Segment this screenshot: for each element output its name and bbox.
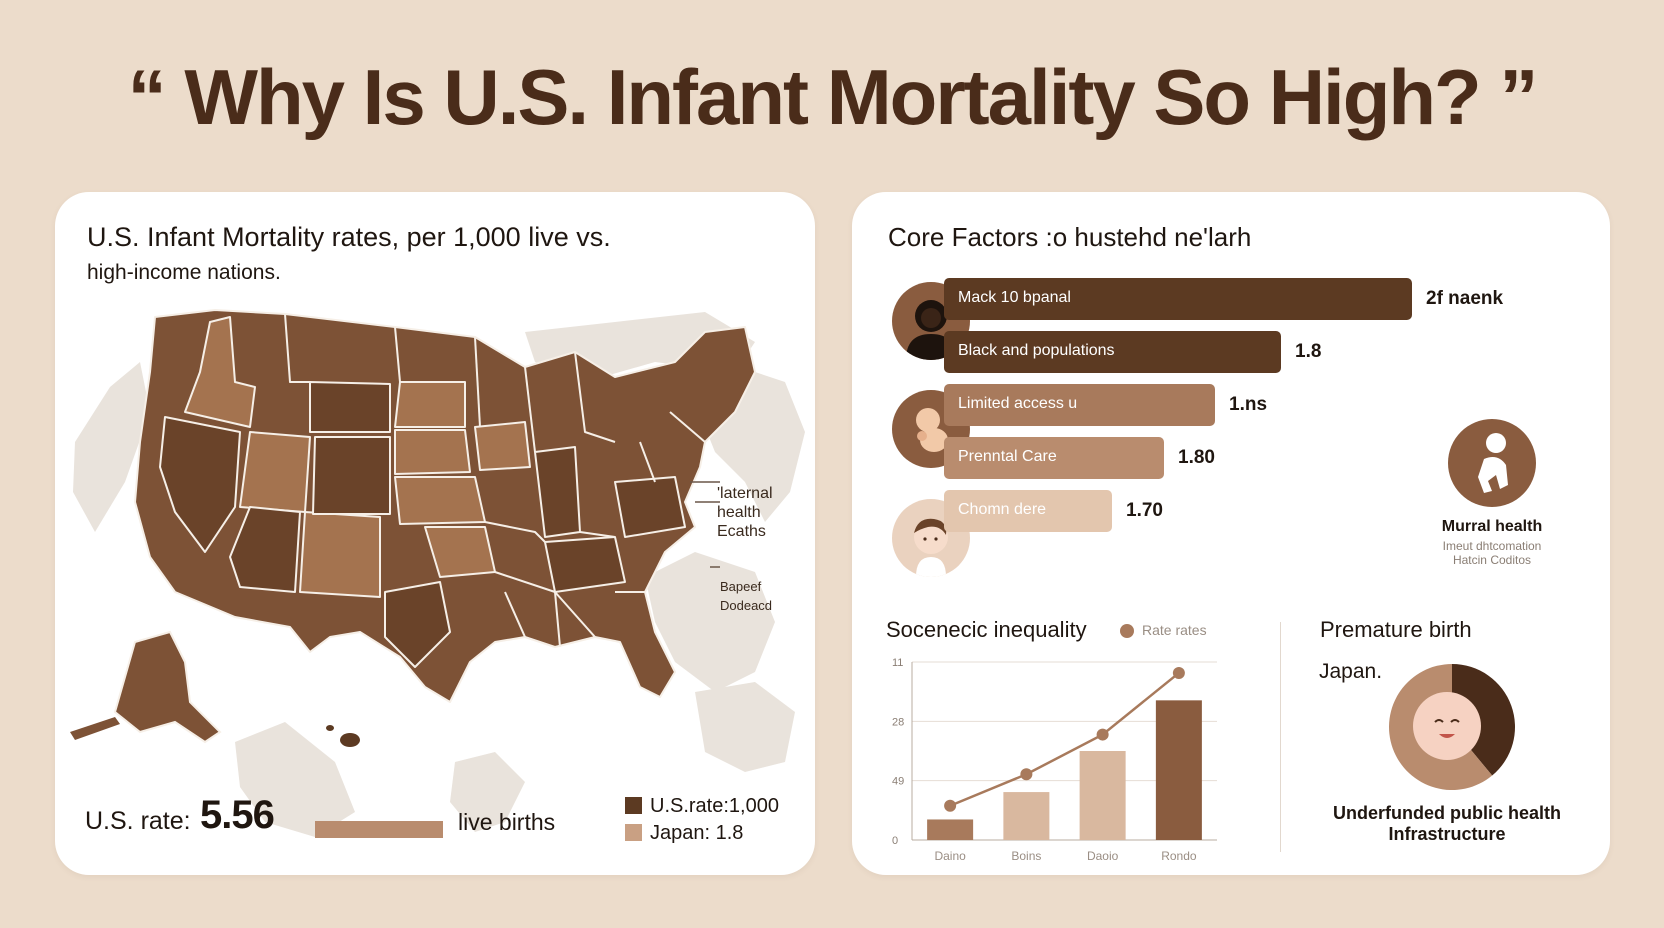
inequality-chart: 11 28 49 0 Daino Boins Daoio Rondo [892, 657, 1217, 863]
baby-eye [1450, 719, 1460, 723]
factor-bar: Mack 10 bpanal [944, 278, 1412, 320]
factor-bar-value: 1.70 [1126, 500, 1163, 521]
legend-label: U.S.rate:1,000 [650, 795, 779, 817]
aleutian-islands [70, 717, 120, 740]
caption-line: Underfunded public health [1333, 803, 1561, 823]
factor-bar-value: 1.80 [1178, 447, 1215, 468]
map-panel: U.S. Infant Mortality rates, per 1,000 l… [55, 192, 815, 875]
premature-birth-subtitle: Japan. [1319, 660, 1383, 683]
us-state-map [70, 309, 805, 837]
factor-bar: Limited access u [944, 384, 1215, 426]
factor-bar-value: 1.8 [1295, 341, 1322, 362]
x-tick-label: Boins [1011, 849, 1041, 863]
x-tick-label: Daino [934, 849, 966, 863]
toddler-icon [1448, 419, 1536, 507]
legend-item-japan: Japan: 1.8 [625, 822, 743, 845]
y-tick-label: 11 [892, 657, 903, 669]
maternal-health-note: 'laternal health Ecaths [717, 484, 773, 541]
bar [1003, 792, 1050, 840]
caption-line: Infrastructure [1388, 824, 1506, 844]
factor-bar-label: Mack 10 bpanal [958, 289, 1071, 306]
panel-divider [1280, 622, 1281, 852]
inequality-legend-label: Rate rates [1142, 622, 1207, 638]
hawaii-islet [326, 725, 334, 731]
legend-item-us: U.S.rate:1,000 [625, 795, 779, 818]
note-line: Ecaths [717, 523, 766, 540]
note-line: Dodeacd [720, 598, 773, 613]
factor-bar-value: 1.ns [1229, 394, 1268, 415]
baby-mouth [1439, 734, 1455, 738]
premature-birth-title: Premature birth [1320, 617, 1472, 642]
hawaii-shape [340, 733, 360, 747]
factors-panel-title: Core Factors :o hustehd ne'larh [888, 222, 1252, 252]
factors-panel: Core Factors :o hustehd ne'larh Mack 10 … [852, 192, 1610, 875]
legend-swatch [625, 824, 642, 841]
baby-face-icon [1413, 692, 1481, 760]
factor-bar-value: 2f naenk [1426, 288, 1504, 309]
inequality-legend-marker [1120, 624, 1134, 638]
pie-slice [1452, 664, 1515, 776]
premature-birth-caption: Underfunded public health Infrastructure [1282, 803, 1610, 845]
rate-point [1172, 666, 1185, 679]
note-line: 'laternal [717, 485, 773, 502]
baby-icon [892, 499, 970, 577]
premature-birth-pie [1389, 664, 1515, 790]
lower-48-states [134, 309, 756, 703]
factor-bar-label: Black and populations [958, 342, 1115, 359]
legend-swatch [625, 797, 642, 814]
factor-bar: Chomn dere [944, 490, 1112, 532]
page-title: “ Why Is U.S. Infant Mortality So High? … [127, 53, 1539, 141]
subtitle-line: Hatcin Coditos [1452, 553, 1532, 567]
side-callout-title: Murral health [1441, 518, 1543, 535]
x-tick-label: Daoio [1087, 849, 1119, 863]
live-births-bar [315, 821, 443, 838]
factor-bar-label: Prenntal Care [958, 448, 1057, 465]
legend-label: Japan: 1.8 [650, 822, 744, 844]
live-births-label: live births [458, 809, 556, 835]
map-panel-title: U.S. Infant Mortality rates, per 1,000 l… [87, 222, 611, 252]
x-tick-label: Rondo [1161, 849, 1197, 863]
rate-point [944, 799, 957, 812]
factor-bar-label: Chomn dere [958, 501, 1047, 518]
factor-bar-label: Limited access u [958, 395, 1078, 412]
side-callout-subtitle: Imeut dhtcomation Hatcin Coditos [1376, 539, 1608, 567]
bar [1155, 700, 1202, 840]
alaska-shape [113, 630, 222, 744]
y-tick-label: 0 [892, 835, 898, 847]
us-rate-label: U.S. rate: [85, 807, 191, 835]
rate-point [1096, 728, 1109, 741]
factor-bar: Prenntal Care [944, 437, 1164, 479]
y-tick-label: 49 [892, 776, 904, 788]
rate-point [1020, 768, 1033, 781]
rate-line [949, 671, 1180, 807]
map-panel-subtitle: high-income nations. [87, 261, 281, 284]
baby-eye [1434, 719, 1444, 723]
us-rate-value: 5.56 [200, 793, 275, 837]
other-note: Bapeef Dodeacd [720, 577, 772, 615]
bar [927, 819, 974, 840]
note-line: Bapeef [720, 579, 762, 594]
factor-bar: Black and populations [944, 331, 1281, 373]
note-line: health [717, 504, 761, 521]
y-tick-label: 28 [892, 716, 904, 728]
inequality-title: Socenecic inequality [886, 617, 1087, 642]
subtitle-line: Imeut dhtcomation [1442, 539, 1542, 553]
bar [1079, 751, 1126, 840]
